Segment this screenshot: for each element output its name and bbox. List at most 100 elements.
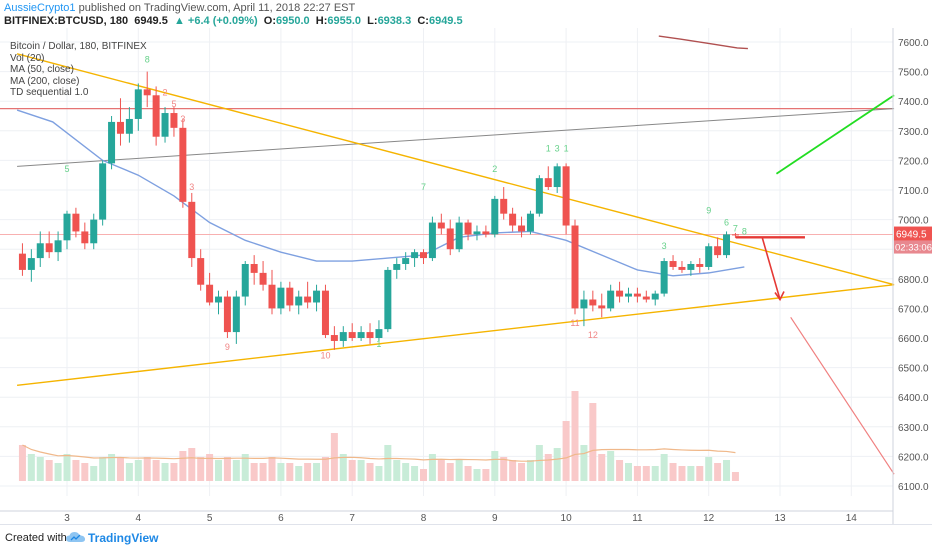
- countdown-label: 02:33:06: [895, 243, 932, 254]
- candle-body: [687, 264, 695, 270]
- candle-body: [384, 269, 392, 330]
- candle-body: [18, 253, 26, 270]
- candle-body: [339, 332, 347, 341]
- candle-body: [134, 89, 142, 119]
- candle-body: [206, 284, 214, 303]
- candle-body: [464, 222, 472, 235]
- volume-bar: [161, 463, 169, 481]
- candle-body: [321, 290, 329, 336]
- last-price: 6949.5: [134, 15, 168, 27]
- time-tick-label: 14: [846, 513, 858, 524]
- td-count-label: 9: [706, 206, 711, 216]
- volume-bar: [500, 457, 508, 481]
- candle-body: [223, 296, 231, 333]
- candle-body: [678, 266, 686, 270]
- candle-body: [482, 231, 490, 235]
- volume-bar: [705, 457, 713, 481]
- price-tick-label: 6800.0: [898, 275, 929, 286]
- time-tick-label: 12: [703, 513, 715, 524]
- volume-bar: [669, 463, 677, 481]
- td-count-label: 3: [662, 241, 667, 251]
- candle-body: [624, 293, 632, 297]
- drawing-tools: [0, 53, 895, 475]
- candle-body: [473, 231, 481, 235]
- legend-ma200[interactable]: MA (200, close): [10, 75, 80, 87]
- upper-trend-line: [16, 53, 895, 286]
- time-tick-label: 13: [774, 513, 786, 524]
- candle-body: [580, 299, 588, 309]
- volume-bar: [535, 445, 543, 481]
- legend-ma50[interactable]: MA (50, close): [10, 64, 74, 75]
- author-link[interactable]: AussieCrypto1: [4, 2, 76, 14]
- price-tick-label: 7600.0: [898, 38, 929, 49]
- candle-body: [571, 225, 579, 309]
- tradingview-cloud-icon: [66, 532, 86, 542]
- volume-bar: [607, 451, 615, 481]
- candle-body: [170, 113, 178, 128]
- candle-body: [179, 127, 187, 202]
- legend-td-sequential[interactable]: TD sequential 1.0: [10, 87, 89, 98]
- legend-main-series[interactable]: Bitcoin / Dollar, 180, BITFINEX: [10, 41, 147, 52]
- volume-bar: [250, 463, 258, 481]
- candle-body: [669, 261, 677, 267]
- candle-body: [313, 290, 321, 303]
- indicator-legend: Bitcoin / Dollar, 180, BITFINEX Vol (20)…: [10, 41, 147, 99]
- td-count-label: 3: [180, 114, 185, 124]
- tradingview-brand-link[interactable]: TradingView: [88, 531, 159, 545]
- td-count-label: 5: [171, 99, 176, 109]
- volume-bar: [624, 463, 632, 481]
- chart-header: AussieCrypto1 published on TradingView.c…: [0, 0, 932, 28]
- volume-bar: [295, 466, 303, 481]
- candle-body: [446, 228, 454, 250]
- candle-body: [535, 178, 543, 214]
- low-label: L:: [367, 15, 378, 27]
- candle-body: [723, 234, 731, 256]
- volume-bar: [357, 460, 365, 481]
- td-count-label: 2: [492, 164, 497, 174]
- grey-trend-line: [17, 108, 895, 167]
- time-tick-label: 9: [492, 513, 498, 524]
- ma50-line: [16, 109, 745, 277]
- volume-bar: [651, 466, 659, 481]
- footer-bar: Created with TradingView: [0, 524, 932, 551]
- published-text: published on TradingView.com, April 11, …: [78, 2, 356, 14]
- last-price-label: 6949.5: [896, 230, 927, 241]
- td-count-label: 3: [189, 182, 194, 192]
- candle-body: [116, 121, 124, 134]
- td-count-label: 7: [733, 223, 738, 233]
- td-count-label: 2: [163, 87, 168, 97]
- candle-body: [705, 246, 713, 267]
- candle-body: [660, 261, 668, 294]
- price-tick-label: 7000.0: [898, 216, 929, 227]
- volume-bar: [72, 460, 80, 481]
- td-count-label: 7: [421, 182, 426, 192]
- price-tick-label: 6400.0: [898, 393, 929, 404]
- candle-body: [375, 329, 383, 338]
- volume-bar: [321, 457, 329, 481]
- volume-ma-line: [22, 444, 736, 462]
- candle-body: [509, 213, 517, 226]
- candle-body: [553, 166, 561, 188]
- volume-bar: [687, 466, 695, 481]
- volume-bar: [580, 445, 588, 481]
- created-with-text: Created with: [5, 532, 67, 544]
- candle-body: [651, 293, 659, 300]
- high-label: H:: [315, 15, 328, 27]
- time-tick-label: 8: [421, 513, 427, 524]
- candle-body: [125, 118, 133, 134]
- candle-body: [357, 332, 365, 338]
- td-count-label: 11: [570, 318, 579, 328]
- red-down-arrow: [761, 237, 781, 300]
- legend-volume[interactable]: Vol (20): [10, 52, 45, 64]
- volume-bar: [206, 454, 214, 481]
- candle-body: [607, 290, 615, 309]
- close-value: 6949.5: [428, 15, 463, 27]
- price-tick-label: 6100.0: [898, 482, 929, 493]
- candle-body: [99, 163, 107, 220]
- volume-bar: [455, 460, 463, 481]
- candle-body: [633, 293, 641, 297]
- volume-bar: [633, 466, 641, 481]
- candle-body: [562, 166, 570, 226]
- candle-body: [366, 332, 374, 338]
